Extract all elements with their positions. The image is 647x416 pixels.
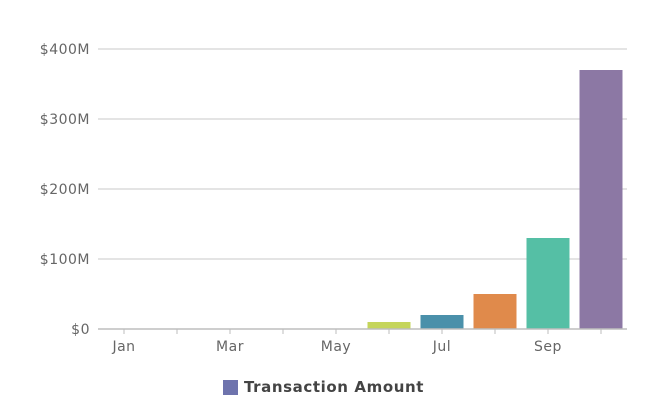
bar-jul[interactable] xyxy=(420,315,464,329)
y-tick-label: $400M xyxy=(40,42,90,58)
legend-swatch xyxy=(222,379,238,395)
legend[interactable]: Transaction Amount xyxy=(0,376,647,398)
x-tick-label: May xyxy=(321,339,351,355)
bar-jun[interactable] xyxy=(367,322,411,329)
legend-label: Transaction Amount xyxy=(243,378,425,396)
bar-aug[interactable] xyxy=(473,294,517,329)
y-tick-label: $300M xyxy=(40,112,90,128)
bar-oct[interactable] xyxy=(579,70,623,329)
x-tick-label: Jan xyxy=(111,339,135,355)
y-tick-label: $100M xyxy=(40,252,90,268)
x-tick-label: Sep xyxy=(534,339,562,355)
y-tick-label: $0 xyxy=(71,322,90,338)
bar-sep[interactable] xyxy=(526,238,570,329)
x-tick-label: Mar xyxy=(216,339,244,355)
x-tick-label: Jul xyxy=(432,339,451,355)
y-tick-label: $200M xyxy=(40,182,90,198)
